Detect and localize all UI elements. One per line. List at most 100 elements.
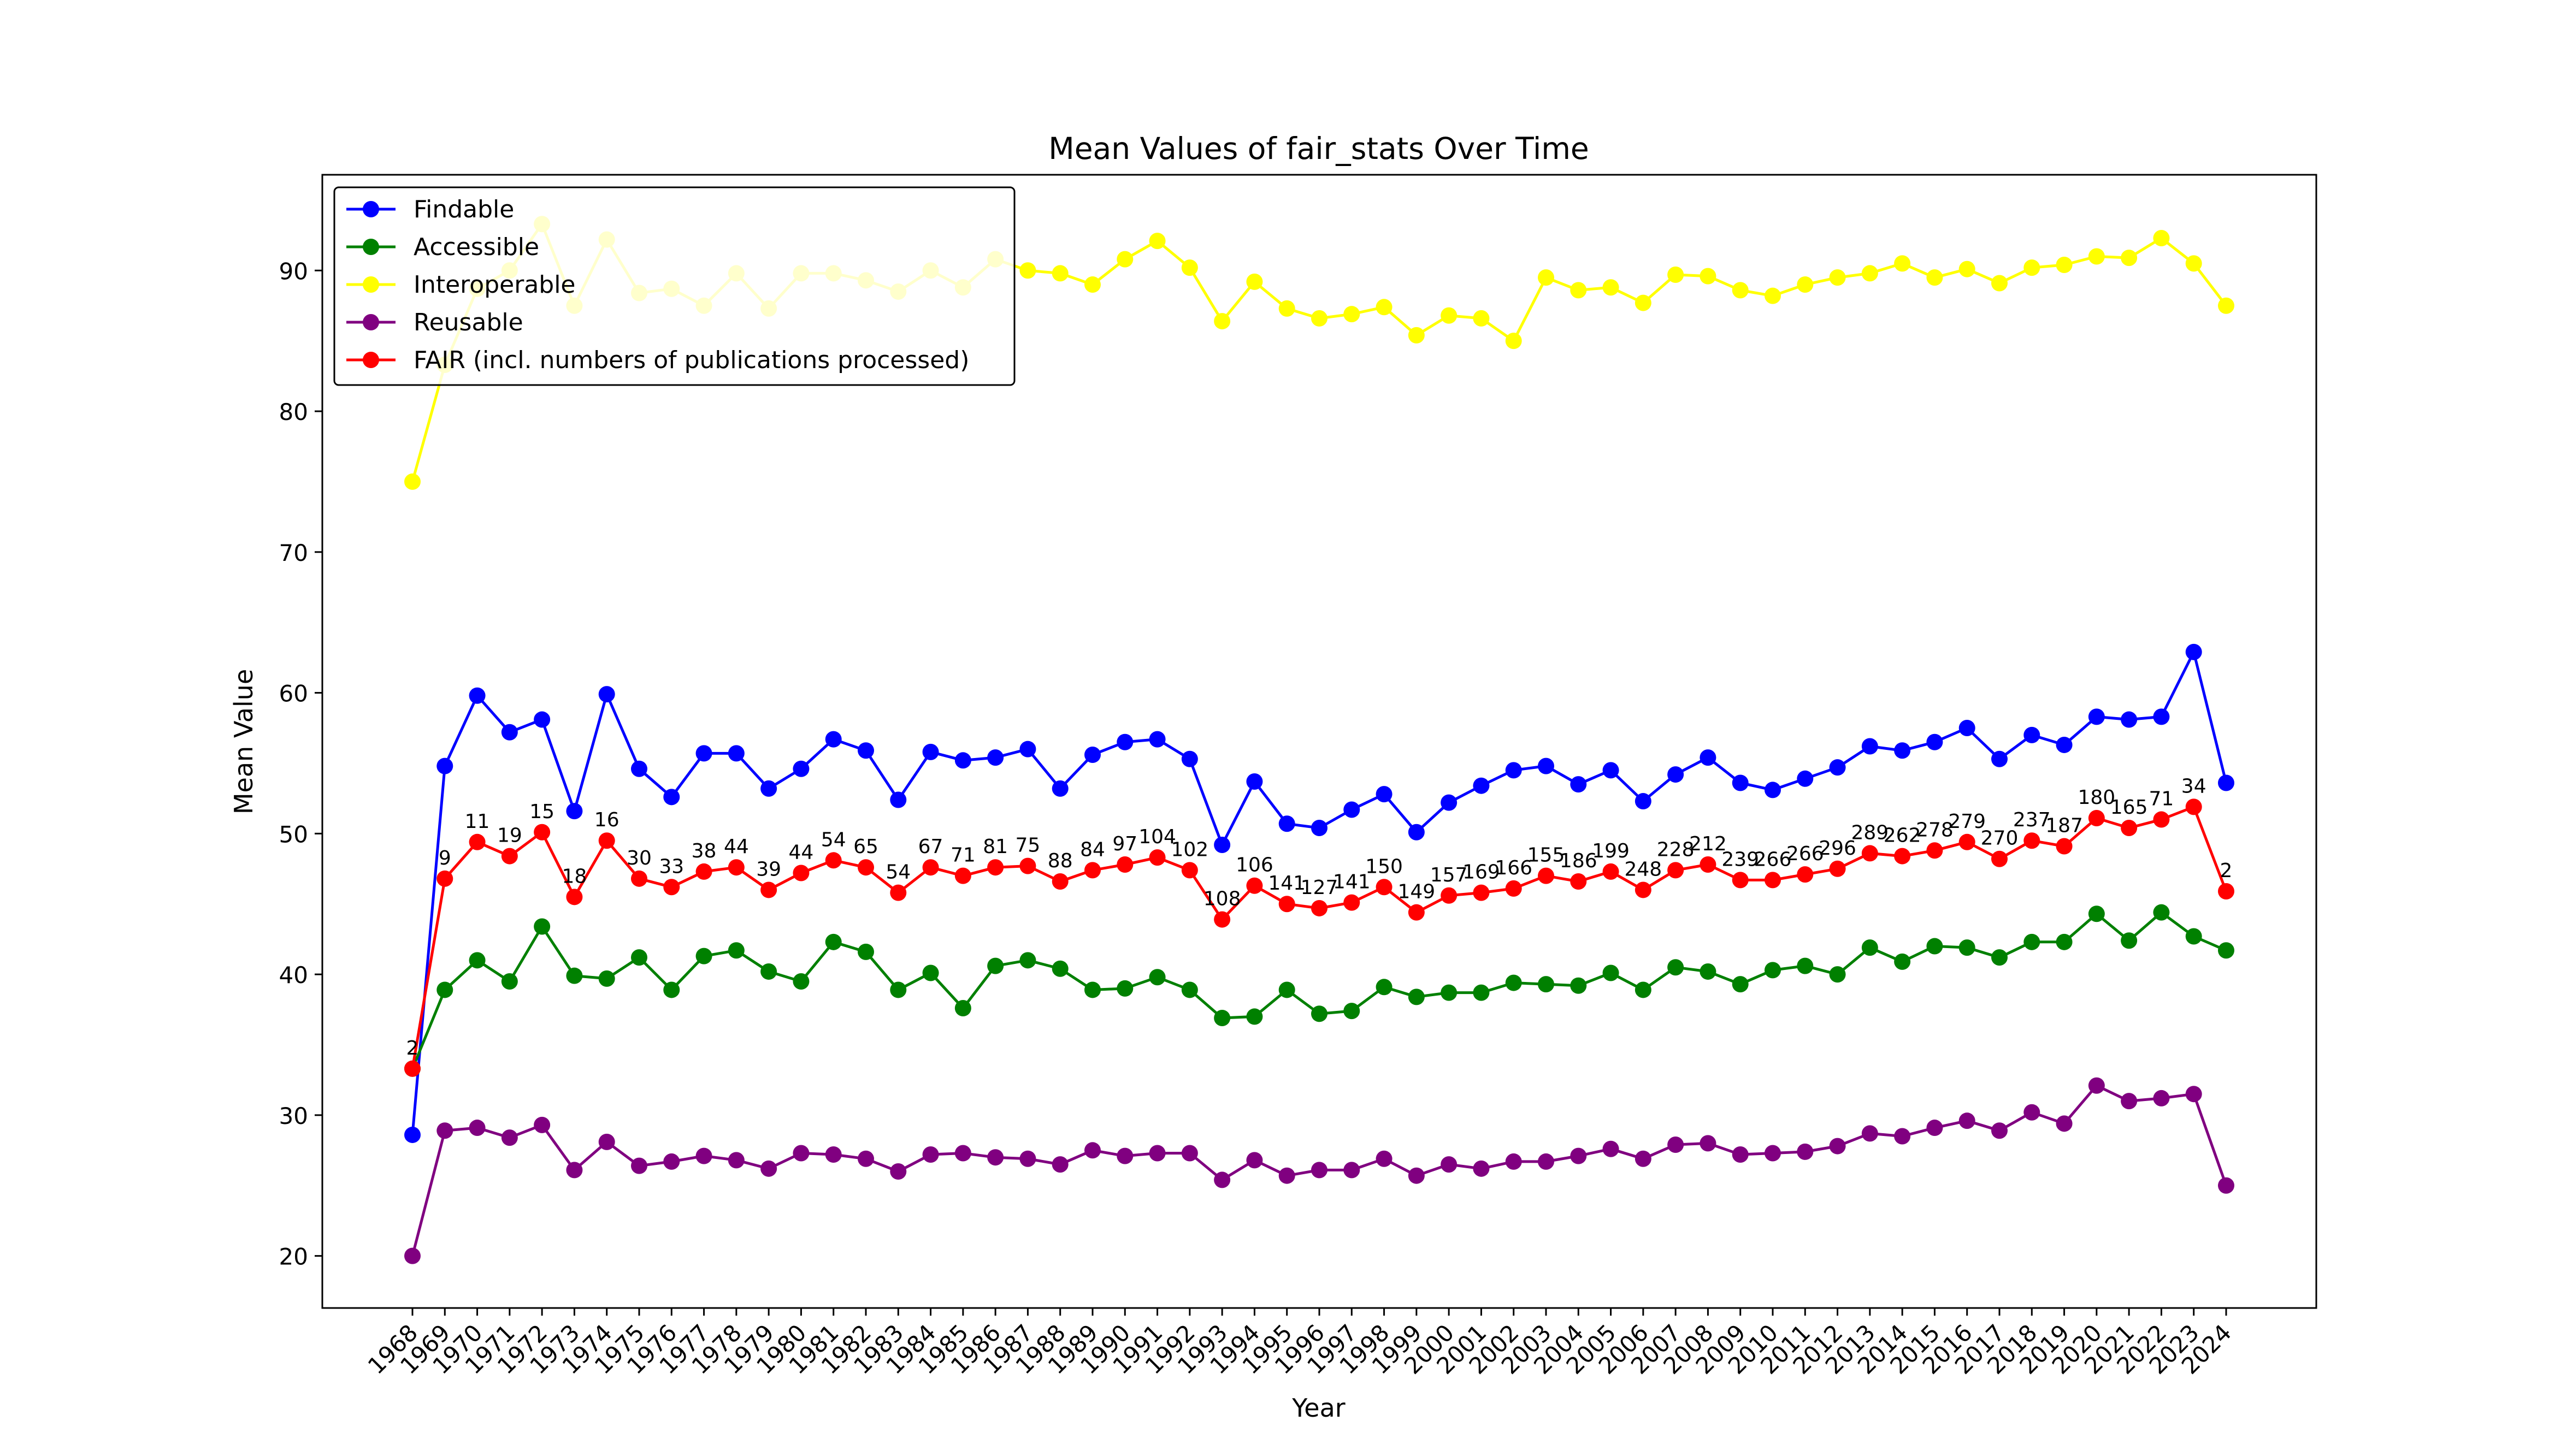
data-point [825,852,842,869]
data-point [2088,1077,2105,1094]
point-label: 54 [886,861,911,884]
data-point [987,957,1004,974]
point-label: 186 [1560,850,1597,872]
legend-item: Findable [346,196,514,223]
data-point [1084,276,1101,293]
point-label: 266 [1786,843,1824,865]
data-point [1894,742,1911,759]
data-point [1861,845,1878,862]
data-point [1602,279,1619,296]
data-point [1052,873,1069,890]
y-tick-label: 50 [279,821,308,848]
data-point [1408,327,1425,344]
data-point [1052,265,1069,282]
data-point [1667,1136,1684,1153]
data-point [2218,883,2234,900]
legend-item: FAIR (incl. numbers of publications proc… [346,346,969,374]
data-point [1570,1147,1587,1164]
data-point [1278,1167,1295,1184]
point-label: 187 [2045,815,2083,837]
data-point [1732,1146,1749,1163]
data-point [1602,863,1619,880]
point-label: 141 [1268,872,1306,895]
data-point [728,859,745,876]
point-label: 237 [2013,809,2051,831]
point-label: 108 [1203,888,1241,910]
data-point [1376,299,1392,316]
point-label: 278 [1916,819,1954,841]
data-point [1311,1005,1327,1022]
data-point [2088,905,2105,922]
data-point [1214,313,1231,330]
data-point [1700,1135,1716,1152]
data-point [598,832,615,849]
data-point [954,867,971,884]
data-point [1473,310,1490,327]
data-point [1570,776,1587,793]
data-point [2121,932,2138,949]
data-point [1829,1138,1846,1155]
legend-label: Findable [414,196,514,223]
point-label: 16 [594,809,619,831]
data-point [2023,832,2040,849]
data-point [1246,1152,1263,1169]
point-label: 71 [951,844,976,867]
data-point [663,1153,680,1170]
data-point [1149,849,1166,866]
data-point [404,1126,421,1143]
legend-marker [363,239,379,255]
legend-marker [363,352,379,368]
data-point [2218,1177,2234,1194]
data-point [760,780,777,797]
data-point [631,1157,647,1174]
point-label: 239 [1721,848,1759,871]
data-point [1926,938,1943,955]
data-point [695,745,712,762]
data-point [1343,1003,1360,1020]
data-point [598,686,615,703]
data-point [1278,896,1295,913]
data-point [1700,749,1716,766]
point-label: 149 [1397,881,1435,903]
point-label: 155 [1527,844,1565,867]
data-point [1667,862,1684,879]
data-point [858,742,874,759]
data-point [598,970,615,987]
y-tick-label: 30 [279,1103,308,1129]
data-point [1700,856,1716,873]
data-point [987,859,1004,876]
data-point [663,981,680,998]
data-point [1181,862,1198,879]
point-label: 33 [659,855,684,878]
point-label: 212 [1689,833,1727,855]
data-point [1019,1150,1036,1167]
legend-label: Reusable [414,309,523,336]
data-point [1926,842,1943,859]
data-point [534,711,551,728]
data-point [469,833,486,850]
data-point [1117,1147,1134,1164]
data-point [1732,774,1749,791]
data-point [2218,774,2234,791]
data-point [1343,894,1360,911]
data-point [1117,251,1134,268]
point-label: 102 [1171,838,1208,861]
data-point [1084,1142,1101,1159]
data-point [1311,1162,1327,1179]
point-label: 289 [1851,821,1889,844]
point-label: 248 [1624,858,1662,880]
data-point [566,889,583,905]
data-point [1829,860,1846,877]
data-point [2088,708,2105,725]
data-point [1376,879,1392,896]
data-point [1117,980,1134,997]
data-point [890,981,907,998]
data-point [1441,307,1458,324]
data-point [1181,750,1198,767]
data-point [2121,711,2138,728]
data-point [1635,793,1651,810]
data-point [1246,273,1263,290]
data-point [954,1145,971,1162]
data-point [890,1163,907,1180]
data-point [501,724,518,741]
